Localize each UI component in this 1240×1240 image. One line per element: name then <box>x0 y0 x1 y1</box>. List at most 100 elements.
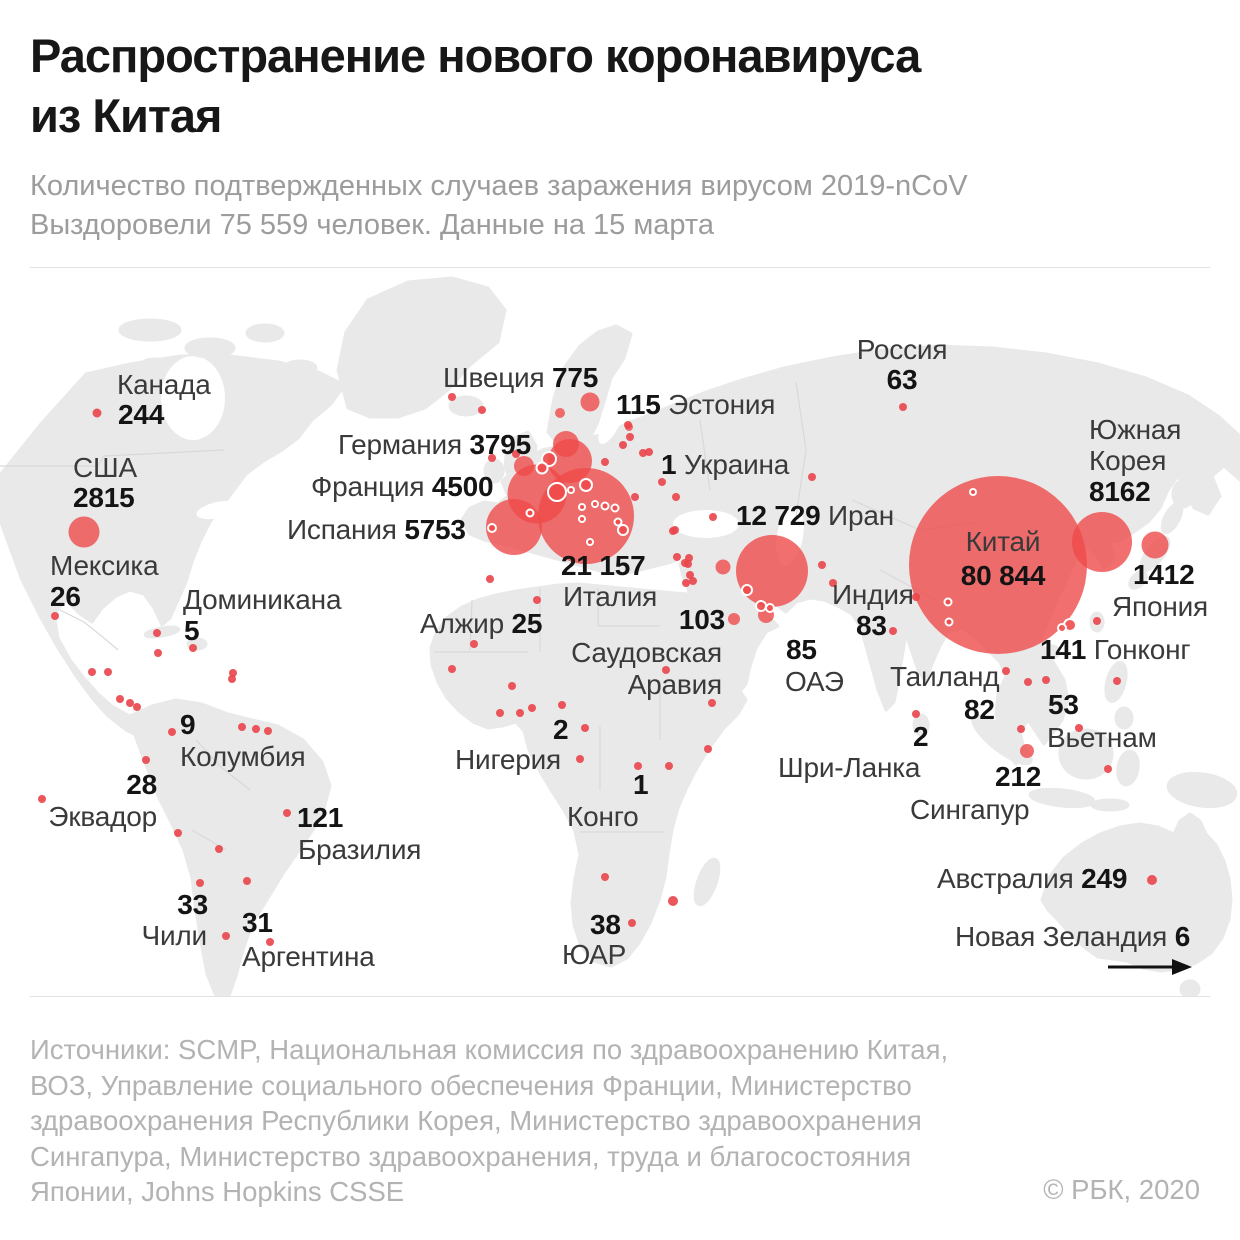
case-dot <box>581 724 589 732</box>
case-dot <box>829 579 837 587</box>
country-label: Алжир 25 <box>420 610 542 638</box>
case-dot <box>488 454 496 462</box>
country-label: 33 <box>177 891 208 919</box>
country-name: Франция <box>311 471 432 502</box>
country-name: Италия <box>563 581 658 612</box>
case-bubble <box>1072 512 1132 572</box>
country-label: 1 <box>633 771 649 799</box>
case-bubble <box>487 523 497 533</box>
case-bubble <box>567 486 575 494</box>
case-bubble <box>617 524 629 536</box>
case-dot <box>126 699 134 707</box>
case-dot <box>668 896 678 906</box>
case-bubble <box>715 559 731 575</box>
landmasses <box>0 276 1240 996</box>
case-dot <box>243 877 251 885</box>
case-dot <box>686 571 694 579</box>
title-line-1: Распространение нового коронавируса <box>30 29 921 82</box>
case-dot <box>512 450 520 458</box>
sources-text: Источники: SCMP, Национальная комиссия п… <box>30 1032 948 1210</box>
case-dot <box>673 553 681 561</box>
country-name: Россия <box>856 334 948 365</box>
country-label: Франция 4500 <box>311 471 494 502</box>
country-label: Саудовская <box>571 639 722 667</box>
sources-line: Источники: SCMP, Национальная комиссия п… <box>30 1034 949 1065</box>
case-dot <box>558 701 566 709</box>
case-dot <box>38 795 46 803</box>
country-value: 33 <box>177 889 208 920</box>
case-dot <box>528 704 536 712</box>
country-name: Саудовская <box>571 637 722 668</box>
country-borders <box>0 381 981 851</box>
sources-line: здравоохранения Республики Корея, Минист… <box>30 1105 922 1137</box>
country-name: Колумбия <box>180 741 306 772</box>
case-dot <box>215 845 223 853</box>
case-dot <box>669 527 677 535</box>
case-bubble <box>1141 531 1169 559</box>
case-bubble <box>580 392 600 412</box>
case-bubble <box>553 431 579 457</box>
country-name: Эстония <box>660 389 776 420</box>
case-dot <box>912 593 920 601</box>
country-name: Аргентина <box>242 941 375 972</box>
case-dot <box>899 403 907 411</box>
country-label: 103 <box>679 606 725 634</box>
country-name: Алжир <box>420 608 512 639</box>
country-value: 1 <box>661 449 677 480</box>
country-name: Вьетнам <box>1047 722 1157 753</box>
country-label: Шри-Ланка <box>778 754 920 782</box>
country-value: 28 <box>126 769 157 800</box>
title-line-2: из Китая <box>30 89 222 142</box>
land-madagascar <box>693 857 721 907</box>
subtitle-line-2: Выздоровели 75 559 человек. Данные на 15… <box>30 209 714 241</box>
case-dot <box>196 879 204 887</box>
land-sumatra <box>971 714 1033 766</box>
country-label: 85 <box>786 636 817 664</box>
divider-bottom <box>30 996 1210 997</box>
case-bubble <box>578 503 586 511</box>
country-name: Конго <box>567 801 639 832</box>
country-label: 28 <box>126 771 157 799</box>
case-bubble <box>600 501 610 511</box>
country-label: Мексика <box>50 550 159 581</box>
country-value: 212 <box>995 761 1042 792</box>
case-bubble <box>969 488 977 496</box>
country-value: 21 157 <box>561 550 646 581</box>
country-label: 121 <box>297 804 343 832</box>
country-name: Мексика <box>50 550 159 581</box>
subtitle-line-1: Количество подтвержденных случаев зараже… <box>30 170 968 202</box>
case-bubble <box>555 408 565 418</box>
country-value: 12 729 <box>736 500 821 531</box>
country-name: Украина <box>676 449 790 480</box>
country-value: 141 <box>1040 634 1087 665</box>
case-bubble <box>943 597 953 607</box>
country-label: Новая Зеландия 6 <box>955 923 1190 951</box>
country-label: 212 <box>995 763 1041 791</box>
country-name: Аравия <box>627 669 723 700</box>
country-label: Япония <box>1112 593 1208 621</box>
case-dot <box>116 695 124 703</box>
map-canvas <box>0 276 1240 996</box>
country-label: 21 157 <box>561 550 646 581</box>
page-title: Распространение нового коронавируса из К… <box>30 26 1210 146</box>
case-bubble <box>547 482 567 502</box>
country-name: США <box>73 452 137 483</box>
country-label: 5 <box>184 617 200 645</box>
case-dot <box>1113 677 1121 685</box>
case-bubble <box>741 584 753 596</box>
country-value: 2 <box>553 714 569 745</box>
case-dot <box>628 919 636 927</box>
case-dot <box>92 408 102 418</box>
country-value: 115 <box>616 389 661 420</box>
case-dot <box>283 809 291 817</box>
country-label: 2 <box>913 721 929 752</box>
case-bubble <box>728 613 740 625</box>
country-label: 141 Гонконг <box>1040 634 1191 665</box>
case-bubble <box>610 503 620 513</box>
country-value: 2 <box>913 721 929 752</box>
case-dot <box>1104 765 1112 773</box>
land-greenland <box>336 276 507 419</box>
country-value: 121 <box>297 802 344 833</box>
case-dot <box>808 473 816 481</box>
